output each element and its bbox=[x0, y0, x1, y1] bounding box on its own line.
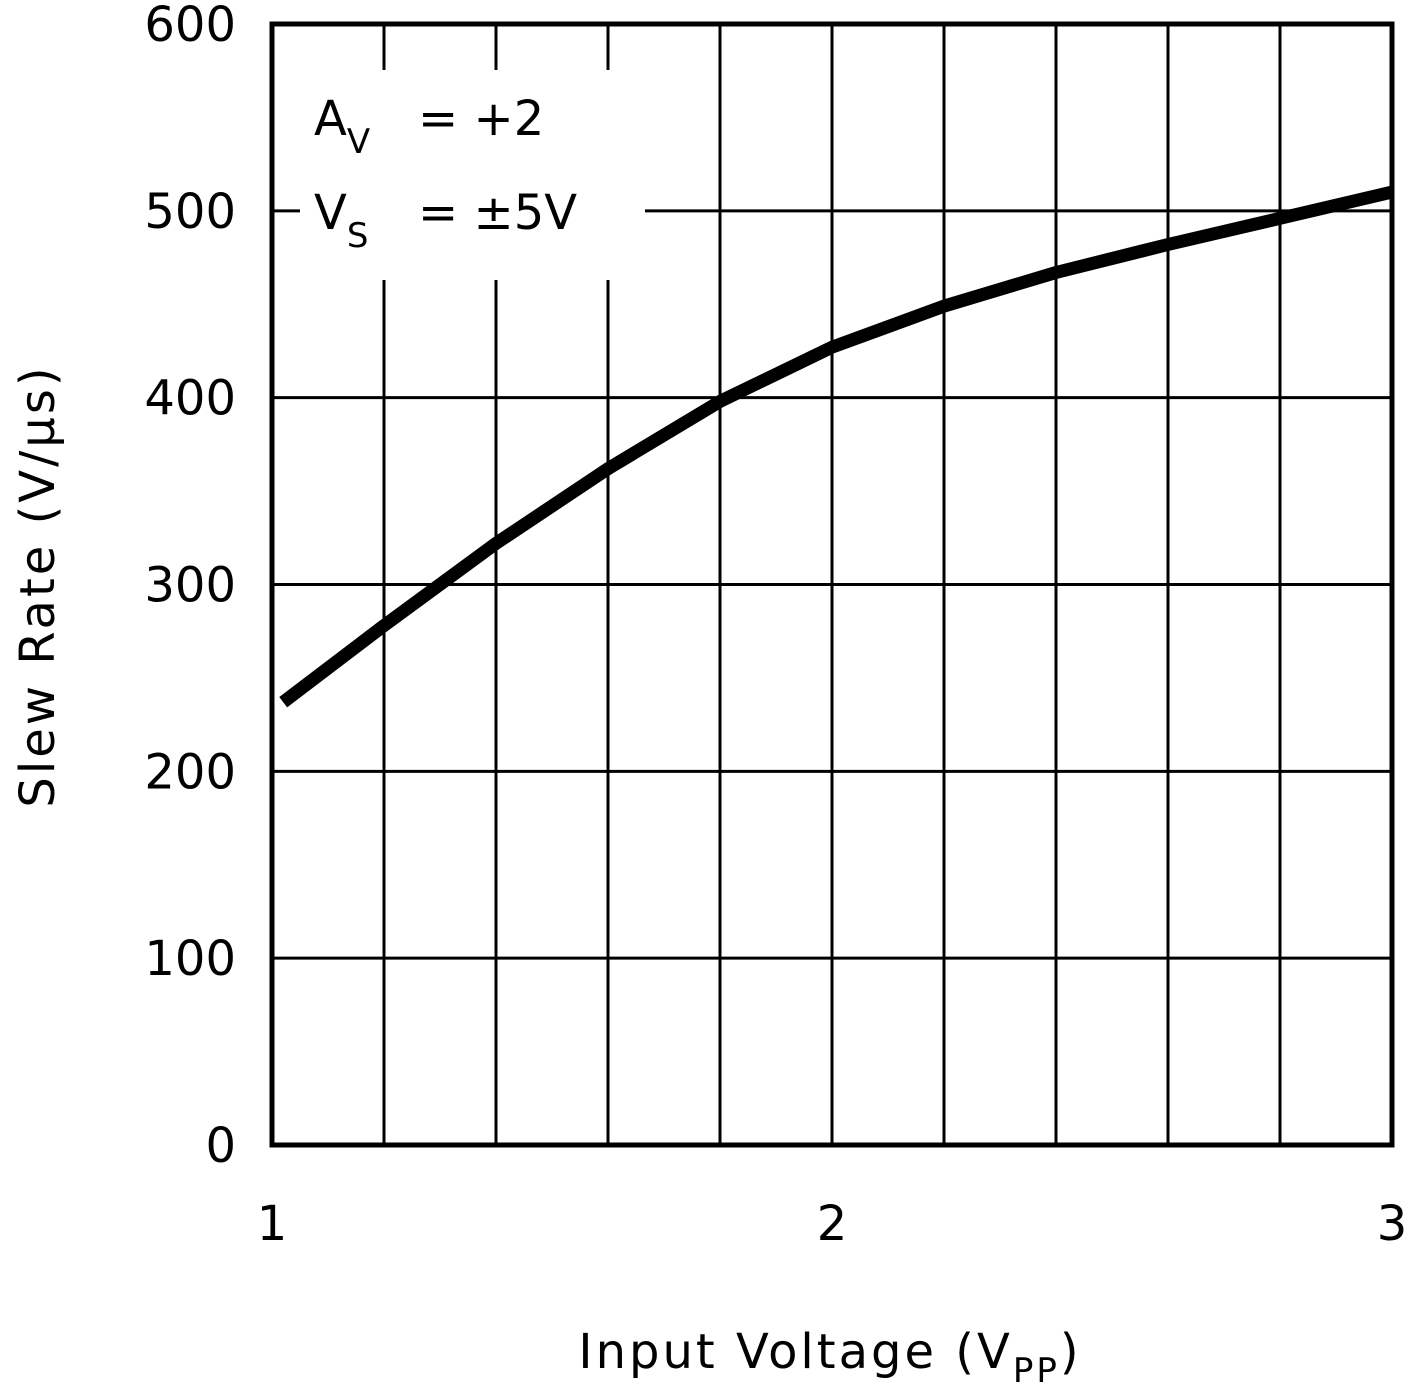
series-layer bbox=[279, 185, 1394, 708]
tick-label-layer: 0 100 200 300 400 500 600 1 2 3 bbox=[144, 0, 1406, 1252]
annotation-block: AV = +2VS = ±5V bbox=[300, 70, 645, 280]
annotation-subscript: V bbox=[347, 122, 370, 162]
y-tick-label: 500 bbox=[144, 184, 236, 240]
annotation-symbol: V bbox=[314, 185, 347, 241]
series-line bbox=[279, 185, 1394, 708]
x-axis-title-close: ) bbox=[1060, 1324, 1082, 1380]
plot-frame bbox=[269, 21, 1395, 1148]
annotation-background bbox=[300, 70, 645, 280]
annotation-symbol: A bbox=[314, 91, 347, 147]
annotation-value: = +2 bbox=[418, 91, 544, 147]
y-tick-label: 0 bbox=[205, 1118, 236, 1174]
annotation-line: AV = +2 bbox=[314, 91, 544, 162]
x-tick-label: 1 bbox=[257, 1196, 288, 1252]
y-tick-label: 200 bbox=[144, 744, 236, 800]
y-tick-label: 100 bbox=[144, 931, 236, 987]
x-axis-title-subscript: PP bbox=[1013, 1351, 1060, 1389]
x-tick-label: 3 bbox=[1377, 1196, 1406, 1252]
y-tick-label: 300 bbox=[144, 558, 236, 614]
y-axis-title: Slew Rate (V/μs) bbox=[10, 364, 66, 807]
annotation-line: VS = ±5V bbox=[314, 185, 577, 256]
annotation-subscript: S bbox=[347, 216, 369, 256]
annotation-value: = ±5V bbox=[418, 185, 577, 241]
x-axis-title-main: Input Voltage (V bbox=[578, 1324, 1012, 1380]
y-tick-label: 600 bbox=[144, 0, 236, 53]
x-axis-title: Input Voltage (VPP) bbox=[578, 1324, 1081, 1389]
y-tick-label: 400 bbox=[144, 371, 236, 427]
x-tick-label: 2 bbox=[817, 1196, 848, 1252]
